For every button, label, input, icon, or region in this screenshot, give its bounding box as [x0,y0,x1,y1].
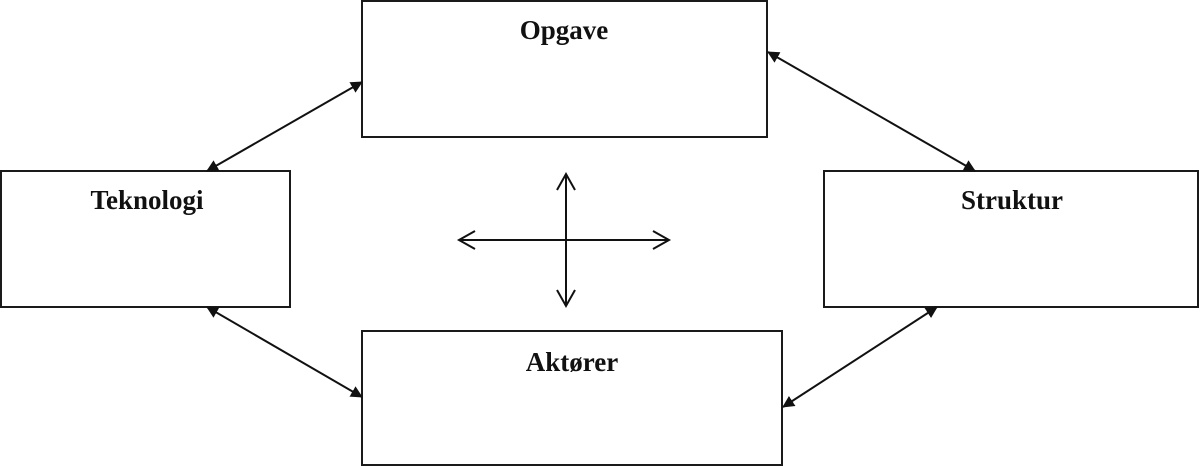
connector-opgave-struktur [767,51,976,172]
center-four-way-arrow-icon [456,171,672,309]
node-aktorer-box [361,330,783,466]
node-struktur-box [823,170,1199,308]
node-struktur-label: Struktur [961,185,1063,215]
center-arrow-down-head [556,289,576,309]
center-arrow-left-head [456,230,476,250]
node-aktorer-label: Aktører [526,347,618,377]
node-teknologi-label: Teknologi [90,185,204,215]
connector-teknologi-aktorer [206,306,363,398]
node-teknologi-box [0,170,291,308]
node-teknologi: Teknologi [0,170,291,308]
node-opgave-label: Opgave [520,15,609,45]
node-opgave-box [361,0,768,138]
node-opgave: Opgave [361,0,768,138]
connector-aktorer-struktur [782,306,938,408]
center-arrow-right-head [652,230,672,250]
node-aktorer: Aktører [361,330,783,466]
connector-teknologi-opgave [206,81,363,172]
node-struktur: Struktur [823,170,1199,308]
center-arrow-up-head [556,171,576,191]
